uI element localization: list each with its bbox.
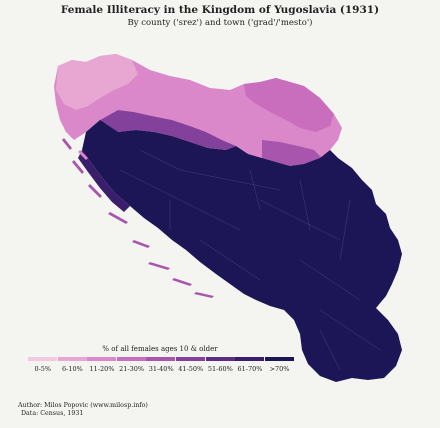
legend-swatch-4	[146, 357, 176, 361]
legend-label: 61-70%	[237, 365, 263, 373]
islands-north	[64, 126, 88, 160]
region-south-lighter	[78, 150, 130, 212]
data-source: Data: Census, 1931	[21, 410, 84, 417]
legend-swatch-7	[235, 357, 265, 361]
legend-label: 21-30%	[119, 365, 145, 373]
region-south	[82, 120, 402, 382]
legend-swatch-5	[175, 357, 205, 361]
legend-bar	[28, 357, 294, 361]
author-credit: Author: Milos Popovic (www.milosp.info)	[18, 402, 148, 409]
legend-swatch-1	[57, 357, 87, 361]
legend-swatch-0	[28, 357, 57, 361]
legend-label: 51-60%	[207, 365, 233, 373]
legend-label: 41-50%	[178, 365, 204, 373]
credits: Author: Milos Popovic (www.milosp.info) …	[18, 402, 148, 418]
legend-title: % of all females ages 10 & older	[102, 345, 218, 353]
legend-label: 11-20%	[89, 365, 115, 373]
legend-swatch-6	[205, 357, 235, 361]
map-title: Female Illiteracy in the Kingdom of Yugo…	[60, 4, 380, 16]
region-pannonia	[262, 140, 322, 166]
legend-swatch-2	[87, 357, 117, 361]
legend-labels: 0-5% 6-10% 11-20% 21-30% 31-40% 41-50% 5…	[28, 365, 294, 373]
region-interior-lines	[119, 149, 381, 371]
legend-swatch-3	[116, 357, 146, 361]
legend-label: 6-10%	[62, 365, 83, 373]
legend-label: 31-40%	[148, 365, 174, 373]
map-subtitle: By county ('srez') and town ('grad'/'mes…	[127, 18, 313, 28]
region-north-east	[244, 78, 334, 132]
legend-label: 0-5%	[34, 365, 52, 373]
region-north-west	[56, 54, 138, 110]
legend-swatch-8	[264, 357, 294, 361]
legend-label: >70%	[269, 365, 290, 373]
region-transition	[94, 110, 236, 150]
